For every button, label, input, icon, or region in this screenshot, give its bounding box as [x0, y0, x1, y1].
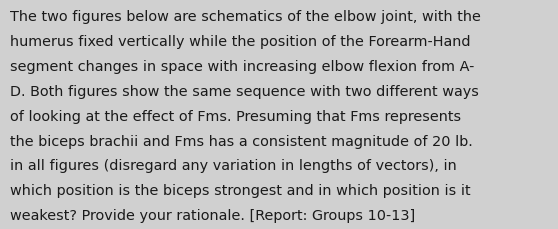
- Text: The two figures below are schematics of the elbow joint, with the: The two figures below are schematics of …: [10, 10, 481, 24]
- Text: D. Both figures show the same sequence with two different ways: D. Both figures show the same sequence w…: [10, 85, 479, 98]
- Text: humerus fixed vertically while the position of the Forearm-Hand: humerus fixed vertically while the posit…: [10, 35, 470, 49]
- Text: which position is the biceps strongest and in which position is it: which position is the biceps strongest a…: [10, 183, 470, 197]
- Text: the biceps brachii and Fms has a consistent magnitude of 20 lb.: the biceps brachii and Fms has a consist…: [10, 134, 473, 148]
- Text: weakest? Provide your rationale. [Report: Groups 10-13]: weakest? Provide your rationale. [Report…: [10, 208, 415, 222]
- Text: of looking at the effect of Fms. Presuming that Fms represents: of looking at the effect of Fms. Presumi…: [10, 109, 461, 123]
- Text: segment changes in space with increasing elbow flexion from A-: segment changes in space with increasing…: [10, 60, 474, 74]
- Text: in all figures (disregard any variation in lengths of vectors), in: in all figures (disregard any variation …: [10, 159, 457, 173]
